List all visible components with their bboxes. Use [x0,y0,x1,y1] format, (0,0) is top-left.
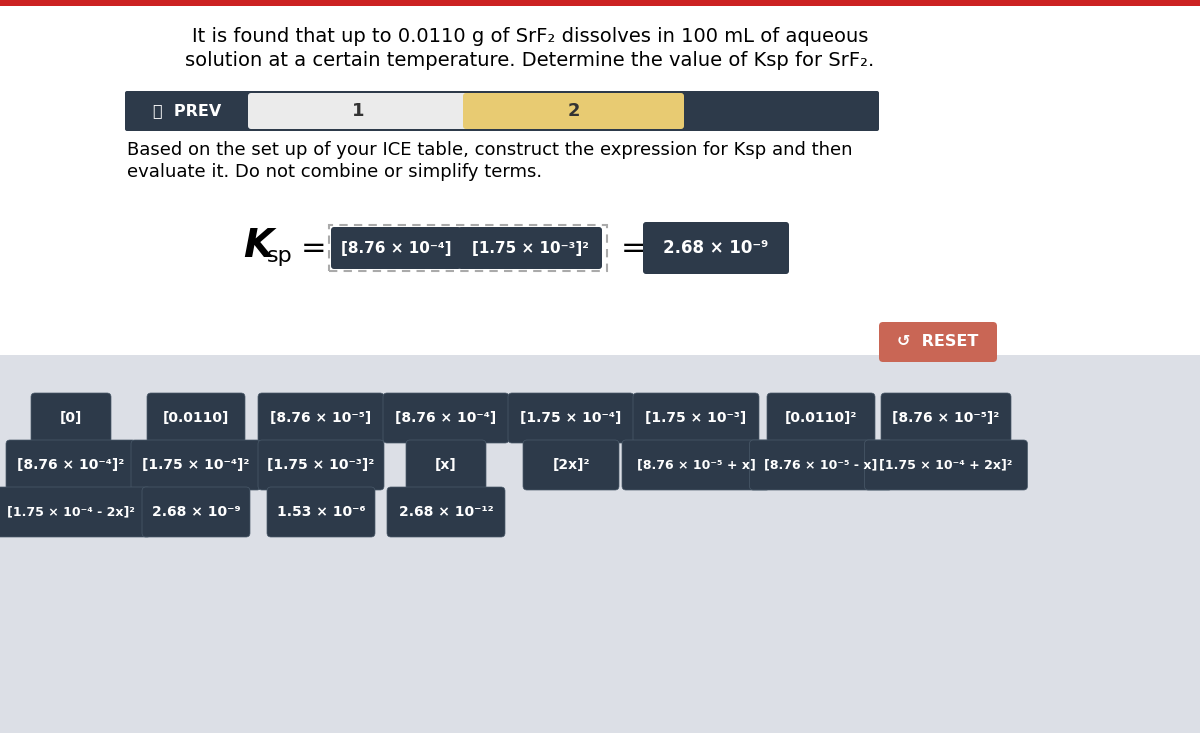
Bar [0,0,1200,355]
FancyBboxPatch shape [125,91,878,131]
Text: 1.53 × 10⁻⁶: 1.53 × 10⁻⁶ [277,505,365,519]
Text: [1.75 × 10⁻³]²: [1.75 × 10⁻³]² [472,240,588,256]
FancyBboxPatch shape [248,93,469,129]
Text: [8.76 × 10⁻⁵]: [8.76 × 10⁻⁵] [270,411,372,425]
Text: solution at a certain temperature. Determine the value of Ksp for SrF₂.: solution at a certain temperature. Deter… [185,51,875,70]
FancyBboxPatch shape [331,227,461,269]
Text: [1.75 × 10⁻⁴ - 2x]²: [1.75 × 10⁻⁴ - 2x]² [7,506,134,518]
FancyBboxPatch shape [767,393,875,443]
Text: 1: 1 [353,102,365,120]
Text: Based on the set up of your ICE table, construct the expression for Ksp and then: Based on the set up of your ICE table, c… [127,141,852,159]
Text: 2.68 × 10⁻⁹: 2.68 × 10⁻⁹ [664,239,769,257]
Text: [8.76 × 10⁻⁵]²: [8.76 × 10⁻⁵]² [893,411,1000,425]
Text: =: = [622,234,647,262]
Text: It is found that up to 0.0110 g of SrF₂ dissolves in 100 mL of aqueous: It is found that up to 0.0110 g of SrF₂ … [192,28,868,46]
FancyBboxPatch shape [750,440,893,490]
Text: [x]: [x] [436,458,457,472]
FancyBboxPatch shape [406,440,486,490]
Text: [0]: [0] [60,411,82,425]
Text: [8.76 × 10⁻⁴]: [8.76 × 10⁻⁴] [395,411,497,425]
FancyBboxPatch shape [463,93,684,129]
Text: [2x]²: [2x]² [552,458,589,472]
Text: [1.75 × 10⁻⁴ + 2x]²: [1.75 × 10⁻⁴ + 2x]² [880,459,1013,471]
Text: 2: 2 [568,102,580,120]
FancyBboxPatch shape [329,225,607,271]
Text: K: K [242,227,274,265]
FancyBboxPatch shape [142,487,250,537]
FancyBboxPatch shape [634,393,760,443]
Text: [0.0110]²: [0.0110]² [785,411,857,425]
FancyBboxPatch shape [622,440,770,490]
Text: [8.76 × 10⁻⁴]²: [8.76 × 10⁻⁴]² [17,458,125,472]
Bar [0,355,1200,733]
Text: [1.75 × 10⁻⁴]: [1.75 × 10⁻⁴] [521,411,622,425]
FancyBboxPatch shape [523,440,619,490]
FancyBboxPatch shape [131,440,262,490]
Text: 2.68 × 10⁻¹²: 2.68 × 10⁻¹² [398,505,493,519]
FancyBboxPatch shape [0,487,151,537]
Text: [8.76 × 10⁻⁵ - x]: [8.76 × 10⁻⁵ - x] [764,459,877,471]
Text: 〈  PREV: 〈 PREV [152,103,221,119]
FancyBboxPatch shape [258,393,384,443]
FancyBboxPatch shape [6,440,136,490]
Text: [0.0110]: [0.0110] [163,411,229,425]
FancyBboxPatch shape [878,322,997,362]
Text: 2.68 × 10⁻⁹: 2.68 × 10⁻⁹ [151,505,240,519]
FancyBboxPatch shape [458,227,602,269]
FancyBboxPatch shape [864,440,1027,490]
FancyBboxPatch shape [258,440,384,490]
FancyBboxPatch shape [31,393,112,443]
Text: [8.76 × 10⁻⁴]: [8.76 × 10⁻⁴] [341,240,451,256]
FancyBboxPatch shape [386,487,505,537]
Text: =: = [301,234,326,262]
FancyBboxPatch shape [383,393,509,443]
Text: [8.76 × 10⁻⁵ + x]: [8.76 × 10⁻⁵ + x] [636,459,756,471]
FancyBboxPatch shape [508,393,634,443]
FancyBboxPatch shape [881,393,1010,443]
Text: sp: sp [266,246,293,266]
FancyBboxPatch shape [643,222,790,274]
Bar [0,0,1200,6]
Text: [1.75 × 10⁻³]²: [1.75 × 10⁻³]² [268,458,374,472]
FancyBboxPatch shape [266,487,374,537]
Text: [1.75 × 10⁻³]: [1.75 × 10⁻³] [646,411,746,425]
Text: ↺  RESET: ↺ RESET [898,334,979,350]
FancyBboxPatch shape [148,393,245,443]
Text: [1.75 × 10⁻⁴]²: [1.75 × 10⁻⁴]² [143,458,250,472]
Text: evaluate it. Do not combine or simplify terms.: evaluate it. Do not combine or simplify … [127,163,542,181]
